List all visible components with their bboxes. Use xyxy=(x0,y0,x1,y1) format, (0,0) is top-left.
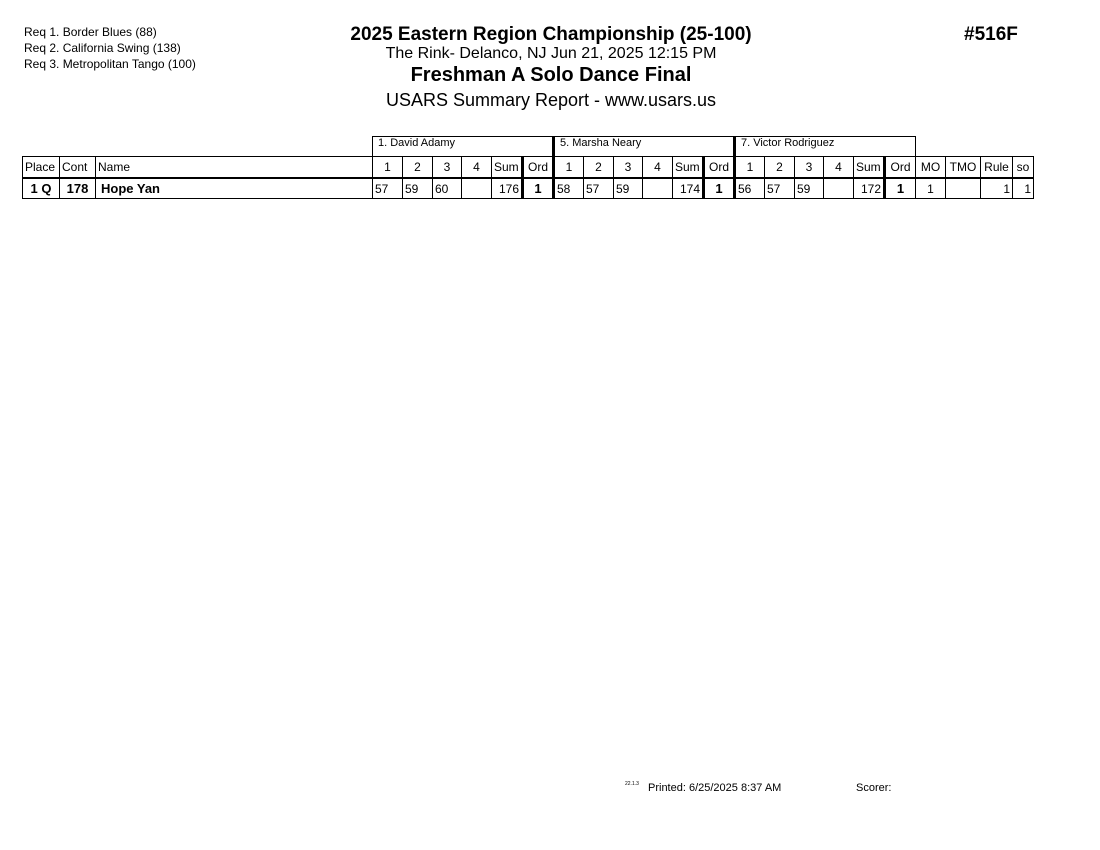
col-2: 2 xyxy=(402,156,433,179)
col-so: so xyxy=(1012,156,1034,179)
requirement-1: Req 1. Border Blues (88) xyxy=(24,25,157,39)
col-4: 4 xyxy=(461,156,492,179)
col-tmo: TMO xyxy=(945,156,981,179)
judge-1-name: 1. David Adamy xyxy=(372,136,554,157)
printed-date: Printed: 6/25/2025 8:37 AM xyxy=(648,782,782,794)
score xyxy=(823,177,854,199)
tmo xyxy=(945,177,981,199)
venue-date: The Rink- Delanco, NJ Jun 21, 2025 12:15… xyxy=(385,45,717,62)
col-ord: Ord xyxy=(702,156,735,179)
col-3: 3 xyxy=(613,156,643,179)
sum: 172 xyxy=(853,177,885,199)
requirement-2: Req 2. California Swing (138) xyxy=(24,41,181,55)
results-table: 1. David Adamy 5. Marsha Neary 7. Victor… xyxy=(22,136,1034,199)
score: 57 xyxy=(372,177,403,199)
ordinal: 1 xyxy=(883,177,916,199)
score: 57 xyxy=(583,177,614,199)
col-sum: Sum xyxy=(491,156,523,179)
col-sum: Sum xyxy=(672,156,704,179)
score: 56 xyxy=(733,177,765,199)
col-4: 4 xyxy=(823,156,854,179)
col-1: 1 xyxy=(372,156,403,179)
event-title: Freshman A Solo Dance Final xyxy=(410,64,692,86)
competition-title: 2025 Eastern Region Championship (25-100… xyxy=(350,24,752,45)
col-name: Name xyxy=(95,156,373,179)
score: 58 xyxy=(552,177,584,199)
score: 59 xyxy=(794,177,824,199)
contestant-number: 178 xyxy=(59,177,96,199)
sum: 176 xyxy=(491,177,523,199)
report-title: USARS Summary Report - www.usars.us xyxy=(385,90,717,110)
col-ord: Ord xyxy=(883,156,916,179)
score xyxy=(461,177,492,199)
col-2: 2 xyxy=(764,156,795,179)
sum: 174 xyxy=(672,177,704,199)
col-place: Place xyxy=(22,156,60,179)
col-3: 3 xyxy=(432,156,462,179)
score: 59 xyxy=(613,177,643,199)
rule: 1 xyxy=(980,177,1013,199)
judge-2-name: 5. Marsha Neary xyxy=(552,136,735,157)
requirement-3: Req 3. Metropolitan Tango (100) xyxy=(24,57,196,71)
col-sum: Sum xyxy=(853,156,885,179)
col-cont: Cont xyxy=(59,156,96,179)
ordinal: 1 xyxy=(521,177,554,199)
so: 1 xyxy=(1012,177,1034,199)
skater-name: Hope Yan xyxy=(95,177,373,199)
score xyxy=(642,177,673,199)
col-mo: MO xyxy=(915,156,946,179)
table-row: 1 Q 178 Hope Yan 57 59 60 176 1 58 57 59 174 1 5… xyxy=(22,177,1034,199)
col-1: 1 xyxy=(733,156,765,179)
mo: 1 xyxy=(915,177,946,199)
judge-3-name: 7. Victor Rodriguez xyxy=(733,136,916,157)
score: 59 xyxy=(402,177,433,199)
score: 60 xyxy=(432,177,462,199)
col-3: 3 xyxy=(794,156,824,179)
event-number: #516F xyxy=(964,24,1018,45)
ordinal: 1 xyxy=(702,177,735,199)
col-1: 1 xyxy=(552,156,584,179)
scorer-label: Scorer: xyxy=(856,782,892,794)
place: 1 Q xyxy=(22,177,60,199)
judge-header-row: 1. David Adamy 5. Marsha Neary 7. Victor… xyxy=(23,136,1034,157)
col-4: 4 xyxy=(642,156,673,179)
col-ord: Ord xyxy=(521,156,554,179)
version-number: 22.1.3 xyxy=(625,781,639,787)
score: 57 xyxy=(764,177,795,199)
col-rule: Rule xyxy=(980,156,1013,179)
col-2: 2 xyxy=(583,156,614,179)
